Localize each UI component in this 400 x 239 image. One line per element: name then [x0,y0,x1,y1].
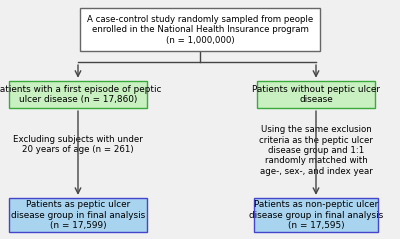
Text: A case-control study randomly sampled from people
enrolled in the National Healt: A case-control study randomly sampled fr… [87,15,313,45]
FancyBboxPatch shape [80,8,320,51]
Text: Patients with a first episode of peptic
ulcer disease (n = 17,860): Patients with a first episode of peptic … [0,85,161,104]
FancyBboxPatch shape [257,81,375,108]
Text: Patients as peptic ulcer
disease group in final analysis
(n = 17,599): Patients as peptic ulcer disease group i… [11,200,145,230]
Text: Patients without peptic ulcer
disease: Patients without peptic ulcer disease [252,85,380,104]
Text: Excluding subjects with under
20 years of age (n = 261): Excluding subjects with under 20 years o… [13,135,143,154]
FancyBboxPatch shape [9,198,147,232]
Text: Patients as non-peptic ulcer
disease group in final analysis
(n = 17,595): Patients as non-peptic ulcer disease gro… [249,200,383,230]
FancyBboxPatch shape [254,198,378,232]
FancyBboxPatch shape [9,81,147,108]
Text: Using the same exclusion
criteria as the peptic ulcer
disease group and 1:1
rand: Using the same exclusion criteria as the… [259,125,373,176]
